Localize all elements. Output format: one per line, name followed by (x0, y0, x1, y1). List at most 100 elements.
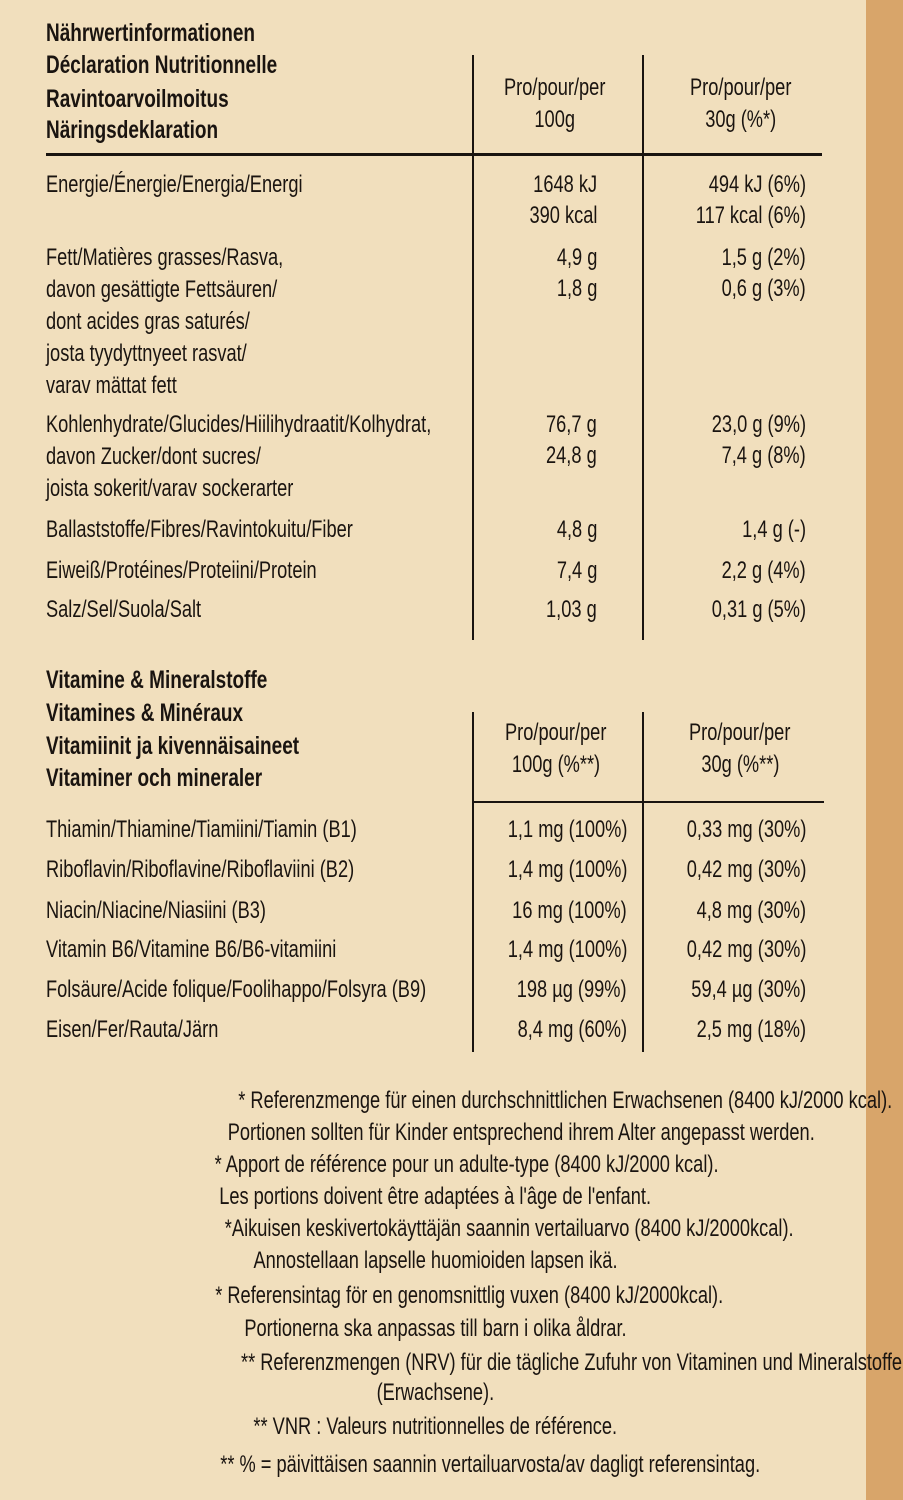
nutrient-label-text: joista sokerit/varav sockerarter (46, 475, 294, 502)
col2-header: Pro/pour/per (441, 73, 903, 103)
nutrient-label-text: Eiweiß/Protéines/Proteiini/Protein (46, 557, 317, 584)
vitamin-per-30g: 0,42 mg (30%) (649, 855, 806, 885)
vitamin-label: Niacin/Niacine/Niasiini (B3) (46, 896, 335, 926)
value-per-100g: 76,7 g (530, 410, 597, 440)
vitamin-label-text: Riboflavin/Riboflavine/Riboflaviini (B2) (46, 856, 355, 883)
value-per-30g: 0,31 g (5%) (682, 595, 806, 625)
nutrient-label: joista sokerit/varav sockerarter (46, 474, 371, 504)
nutrition-col2-divider (642, 55, 644, 640)
footnote-text: (Erwachsene). (376, 1379, 494, 1406)
value-per-100g-text: 1648 kJ (533, 171, 597, 198)
nutrient-label: davon Zucker/dont sucres/ (46, 442, 329, 472)
vitamin-per-100g-text: 1,4 mg (100%) (507, 856, 627, 883)
footnote-text: * Referensintag för en genomsnittlig vux… (215, 1282, 724, 1309)
vit-col1-header-text: 100g (%**) (511, 751, 601, 778)
value-per-30g: 7,4 g (8%) (695, 441, 806, 471)
nutrition-title-text: Déclaration Nutritionnelle (46, 51, 278, 79)
footnote: Portionerna ska anpassas till barn i oli… (135, 1314, 735, 1344)
footnote: Les portions doivent être adaptées à l'â… (135, 1182, 735, 1212)
nutrition-header-rule (46, 153, 822, 156)
nutrition-title: Nährwertinformationen (46, 18, 321, 48)
value-per-30g-text: 23,0 g (9%) (711, 411, 806, 438)
value-per-30g-text: 7,4 g (8%) (721, 442, 806, 469)
vit-col2-header: Pro/pour/per (440, 718, 903, 748)
nutrition-title: Näringsdeklaration (46, 115, 272, 145)
value-per-100g-text: 390 kcal (529, 202, 597, 229)
vitamins-title: Vitamine & Mineralstoffe (46, 665, 337, 695)
col1-header: Pro/pour/per (255, 73, 855, 103)
nutrient-label: Salz/Sel/Suola/Salt (46, 595, 250, 625)
footnote-text: Annostellaan lapselle huomioiden lapsen … (252, 1247, 618, 1274)
value-per-30g: 2,2 g (4%) (695, 556, 806, 586)
vitamin-label-text: Thiamin/Thiamine/Tiamiini/Tiamin (B1) (46, 816, 357, 843)
value-per-30g-text: 1,5 g (2%) (721, 244, 806, 271)
nutrient-label-text: josta tyydyttnyeet rasvat/ (46, 340, 247, 367)
vitamin-per-100g-text: 16 mg (100%) (512, 897, 627, 924)
vitamins-title-text: Vitaminer och mineraler (46, 764, 263, 792)
footnote: Portionen sollten für Kinder entsprechen… (135, 1118, 815, 1148)
value-per-30g: 0,6 g (3%) (695, 274, 806, 304)
vitamin-per-30g-text: 0,42 mg (30%) (686, 856, 806, 883)
vitamin-per-30g-text: 59,4 µg (30%) (691, 976, 806, 1003)
value-per-30g: 1,5 g (2%) (695, 243, 806, 273)
value-per-30g-text: 0,31 g (5%) (711, 596, 806, 623)
vitamins-col1-divider (472, 712, 474, 1052)
value-per-30g-text: 1,4 g (-) (742, 516, 806, 543)
vitamin-per-100g-text: 1,4 mg (100%) (507, 936, 627, 963)
vitamins-col2-divider (642, 712, 644, 1052)
value-per-100g: 1,8 g (544, 274, 597, 304)
value-per-100g: 390 kcal (508, 201, 597, 231)
col2-header: 30g (%*) (441, 105, 903, 135)
vitamin-per-30g: 4,8 mg (30%) (662, 896, 806, 926)
nutrient-label-text: davon Zucker/dont sucres/ (46, 443, 261, 470)
value-per-100g-text: 1,03 g (546, 596, 597, 623)
vitamin-per-30g: 2,5 mg (18%) (662, 1015, 806, 1045)
footnote-text: Portionen sollten für Kinder entsprechen… (227, 1119, 815, 1146)
footnote-text: *Aikuisen keskivertokäyttäjän saannin ve… (224, 1215, 794, 1242)
vitamins-title-text: Vitamines & Minéraux (46, 699, 244, 727)
footnote: ** Referenzmengen (NRV) für die tägliche… (135, 1348, 903, 1378)
vitamin-per-100g: 1,1 mg (100%) (470, 815, 627, 845)
vitamin-per-100g: 1,4 mg (100%) (470, 855, 627, 885)
nutrient-label-text: Ballaststoffe/Fibres/Ravintokuitu/Fiber (46, 516, 353, 543)
value-per-30g-text: 117 kcal (6%) (695, 202, 806, 229)
vit-col2-header: 30g (%**) (440, 750, 903, 780)
nutrient-label: josta tyydyttnyeet rasvat/ (46, 339, 310, 369)
vitamin-per-100g-text: 1,1 mg (100%) (507, 816, 627, 843)
value-per-100g: 7,4 g (544, 556, 597, 586)
vitamin-label: Thiamin/Thiamine/Tiamiini/Tiamin (B1) (46, 815, 455, 845)
value-per-30g-text: 0,6 g (3%) (721, 275, 806, 302)
vitamins-title: Vitamines & Minéraux (46, 698, 305, 728)
nutrient-label-text: Fett/Matières grasses/Rasva, (46, 244, 284, 271)
nutrient-label: Eiweiß/Protéines/Proteiini/Protein (46, 556, 402, 586)
nutrient-label: Energie/Énergie/Energia/Energi (46, 170, 384, 200)
nutrient-label-text: dont acides gras saturés/ (46, 308, 250, 335)
vitamin-per-100g: 1,4 mg (100%) (470, 935, 627, 965)
footnote: * Apport de référence pour un adulte-typ… (135, 1150, 735, 1180)
nutrient-label: Fett/Matières grasses/Rasva, (46, 243, 358, 273)
value-per-100g-text: 7,4 g (556, 557, 597, 584)
vitamin-per-30g-text: 2,5 mg (18%) (696, 1016, 806, 1043)
package-edge (866, 0, 903, 1500)
nutrition-col1-divider (472, 55, 474, 640)
vitamin-label-text: Eisen/Fer/Rauta/Järn (46, 1016, 219, 1043)
value-per-30g-text: 2,2 g (4%) (721, 557, 806, 584)
vitamins-header-rule (472, 801, 824, 803)
vit-col1-header: Pro/pour/per (256, 718, 856, 748)
value-per-30g-text: 494 kJ (6%) (708, 171, 806, 198)
col2-header-text: 30g (%*) (705, 106, 777, 133)
nutrition-title-text: Nährwertinformationen (46, 19, 256, 47)
value-per-100g: 1,03 g (530, 595, 597, 625)
vitamin-label: Vitamin B6/Vitamine B6/B6-vitamiini (46, 935, 428, 965)
vit-col2-header-text: 30g (%**) (700, 751, 780, 778)
vitamins-title-text: Vitamine & Mineralstoffe (46, 666, 268, 694)
nutrient-label-text: davon gesättigte Fettsäuren/ (46, 276, 278, 303)
vitamins-title: Vitamiinit ja kivennäisaineet (46, 731, 379, 761)
vitamin-label: Folsäure/Acide folique/Foolihappo/Folsyr… (46, 975, 546, 1005)
vitamin-per-100g-text: 198 µg (99%) (517, 976, 627, 1003)
vitamin-label-text: Vitamin B6/Vitamine B6/B6-vitamiini (46, 936, 337, 963)
vitamin-label-text: Niacin/Niacine/Niasiini (B3) (46, 897, 266, 924)
col1-header-text: 100g (534, 106, 576, 133)
footnote-text: Portionerna ska anpassas till barn i oli… (243, 1315, 627, 1342)
footnote-text: ** Referenzmengen (NRV) für die tägliche… (240, 1349, 903, 1376)
